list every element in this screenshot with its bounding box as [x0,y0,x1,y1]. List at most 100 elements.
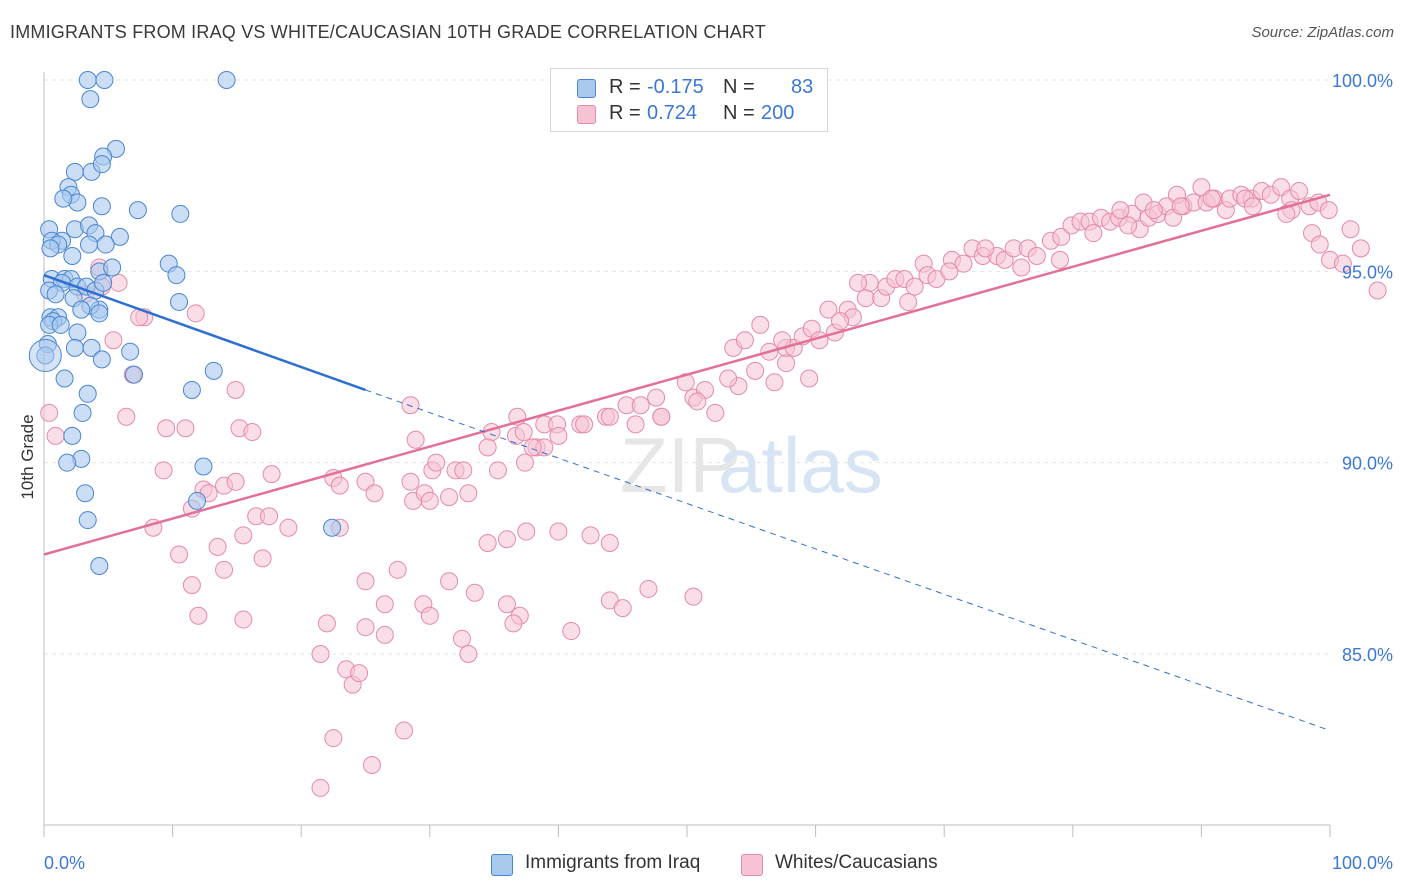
data-point-pink [831,312,850,331]
data-point-pink [488,461,507,480]
data-point-pink [465,583,484,602]
data-point-blue [121,342,140,361]
legend-row-blue: R = -0.175 N = 83 [551,75,827,101]
data-point-pink [706,403,725,422]
data-point-pink [751,315,770,334]
data-point-pink [549,522,568,541]
data-point-pink [688,392,707,411]
data-point-pink [104,331,123,350]
source-label: Source: ZipAtlas.com [1251,24,1394,41]
data-point-blue [167,266,186,285]
data-point-blue [90,304,109,323]
data-point-blue [323,518,342,537]
data-point-blue [94,273,113,292]
data-point-pink [600,407,619,426]
data-point-pink [1050,250,1069,269]
data-point-pink [940,262,959,281]
data-point-pink [243,423,262,442]
data-point-blue [128,201,147,220]
pink-swatch-icon [741,854,763,876]
data-point-blue [92,350,111,369]
tick-labels: 100.0% 95.0% 90.0% 85.0% 0.0% 100.0% [44,71,1393,873]
trend-lines [43,193,1331,732]
y-tick-label: 95.0% [1342,262,1393,282]
data-point-pink [497,530,516,549]
data-point-pink [600,534,619,553]
n-value: 83 [791,76,814,98]
data-point-blue [54,189,73,208]
data-point-pink [154,461,173,480]
data-point-blue [217,71,236,89]
data-point-pink [684,587,703,606]
data-point-pink [517,522,536,541]
blue-swatch-icon [577,79,596,98]
data-point-pink [420,491,439,510]
data-point-blue [58,453,77,472]
data-point-blue [78,71,97,89]
data-point-blue [170,292,189,311]
data-point-pink [186,304,205,323]
data-point-blue [63,247,82,266]
data-point-pink [459,645,478,663]
watermark-atlas: atlas [718,421,883,509]
data-point-pink [1243,197,1262,216]
data-point-pink [613,599,632,618]
data-point-pink [504,614,523,633]
data-point-blue-large [28,339,62,373]
data-point-blue [63,426,82,445]
data-point-pink [1310,235,1329,254]
data-point-pink [1052,227,1071,246]
data-point-pink [719,369,738,388]
data-point-blue [103,258,122,277]
axes [43,72,1331,837]
data-point-pink [777,354,796,373]
y-axis-label: 10th Grade [18,414,37,499]
data-point-blue [51,315,70,334]
y-tick-label: 90.0% [1342,454,1393,474]
data-point-pink [279,518,298,537]
data-point-pink [800,369,819,388]
data-point-blue [73,403,92,422]
data-point-pink [1171,197,1190,216]
data-point-pink [427,453,446,472]
data-point-blue [46,285,65,304]
data-point-pink [454,461,473,480]
data-point-pink [395,721,414,740]
data-point-blue [78,511,97,530]
data-point-blue [95,71,114,89]
watermark-zip: ZIP [620,421,741,509]
data-point-blue [76,484,95,503]
data-point-pink [262,465,281,484]
data-point-blue [82,338,101,357]
data-point-blue [182,380,201,399]
r-value: 0.724 [647,102,698,124]
data-point-pink [976,239,995,258]
data-point-pink [226,472,245,491]
data-point-pink [1111,201,1130,220]
r-label: R = [609,76,641,98]
n-label: N = [723,76,755,98]
data-point-pink [1144,201,1163,220]
data-point-pink [40,403,59,422]
data-point-pink [954,254,973,273]
data-point-pink [626,415,645,434]
data-point-blue [41,239,60,258]
data-point-pink [581,526,600,545]
data-point-pink [317,614,336,633]
data-point-pink [260,507,279,526]
data-point-pink [1027,247,1046,266]
data-point-pink [420,606,439,625]
data-point-blue [96,235,115,254]
data-point-pink [478,534,497,553]
data-point-pink [117,407,136,426]
data-point-pink [350,664,369,683]
data-point-blue [90,556,109,575]
r-label: R = [609,102,641,124]
data-point-blue [55,369,74,388]
data-point-pink [1333,254,1352,273]
data-point-pink [311,645,330,663]
data-point-pink [440,488,459,507]
data-point-blue [92,197,111,216]
data-point-pink [1192,178,1211,197]
data-point-blue [110,227,129,246]
